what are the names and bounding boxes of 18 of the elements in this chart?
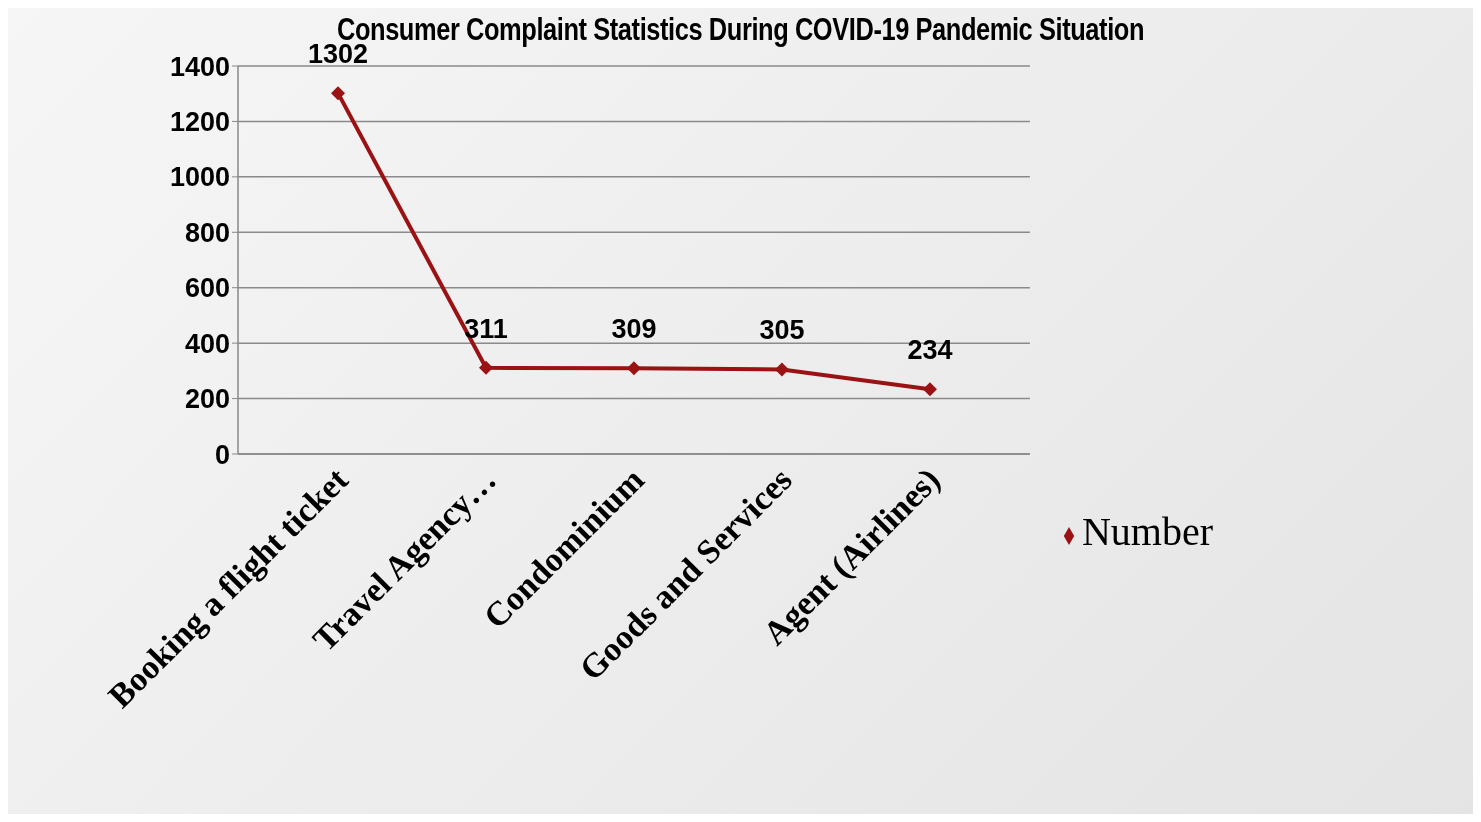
data-label: 311: [464, 313, 508, 344]
point: [626, 361, 641, 376]
y-tick-label: 0: [214, 439, 230, 470]
y-tick-label: 1400: [169, 51, 230, 82]
point: [774, 362, 789, 377]
y-tick-label: 1200: [169, 107, 230, 138]
data-label: 305: [759, 315, 805, 346]
y-tick-label: 200: [184, 384, 230, 415]
point: [922, 382, 937, 397]
data-label: 234: [907, 335, 953, 366]
point: [478, 360, 493, 375]
legend-label: Number: [1081, 509, 1213, 554]
y-tick-label: 600: [184, 273, 230, 304]
y-tick-label: 400: [184, 328, 230, 359]
y-tick-label: 800: [184, 217, 230, 248]
y-tick-label: 1000: [169, 162, 230, 193]
point: [331, 86, 345, 101]
data-label: 309: [611, 314, 657, 345]
